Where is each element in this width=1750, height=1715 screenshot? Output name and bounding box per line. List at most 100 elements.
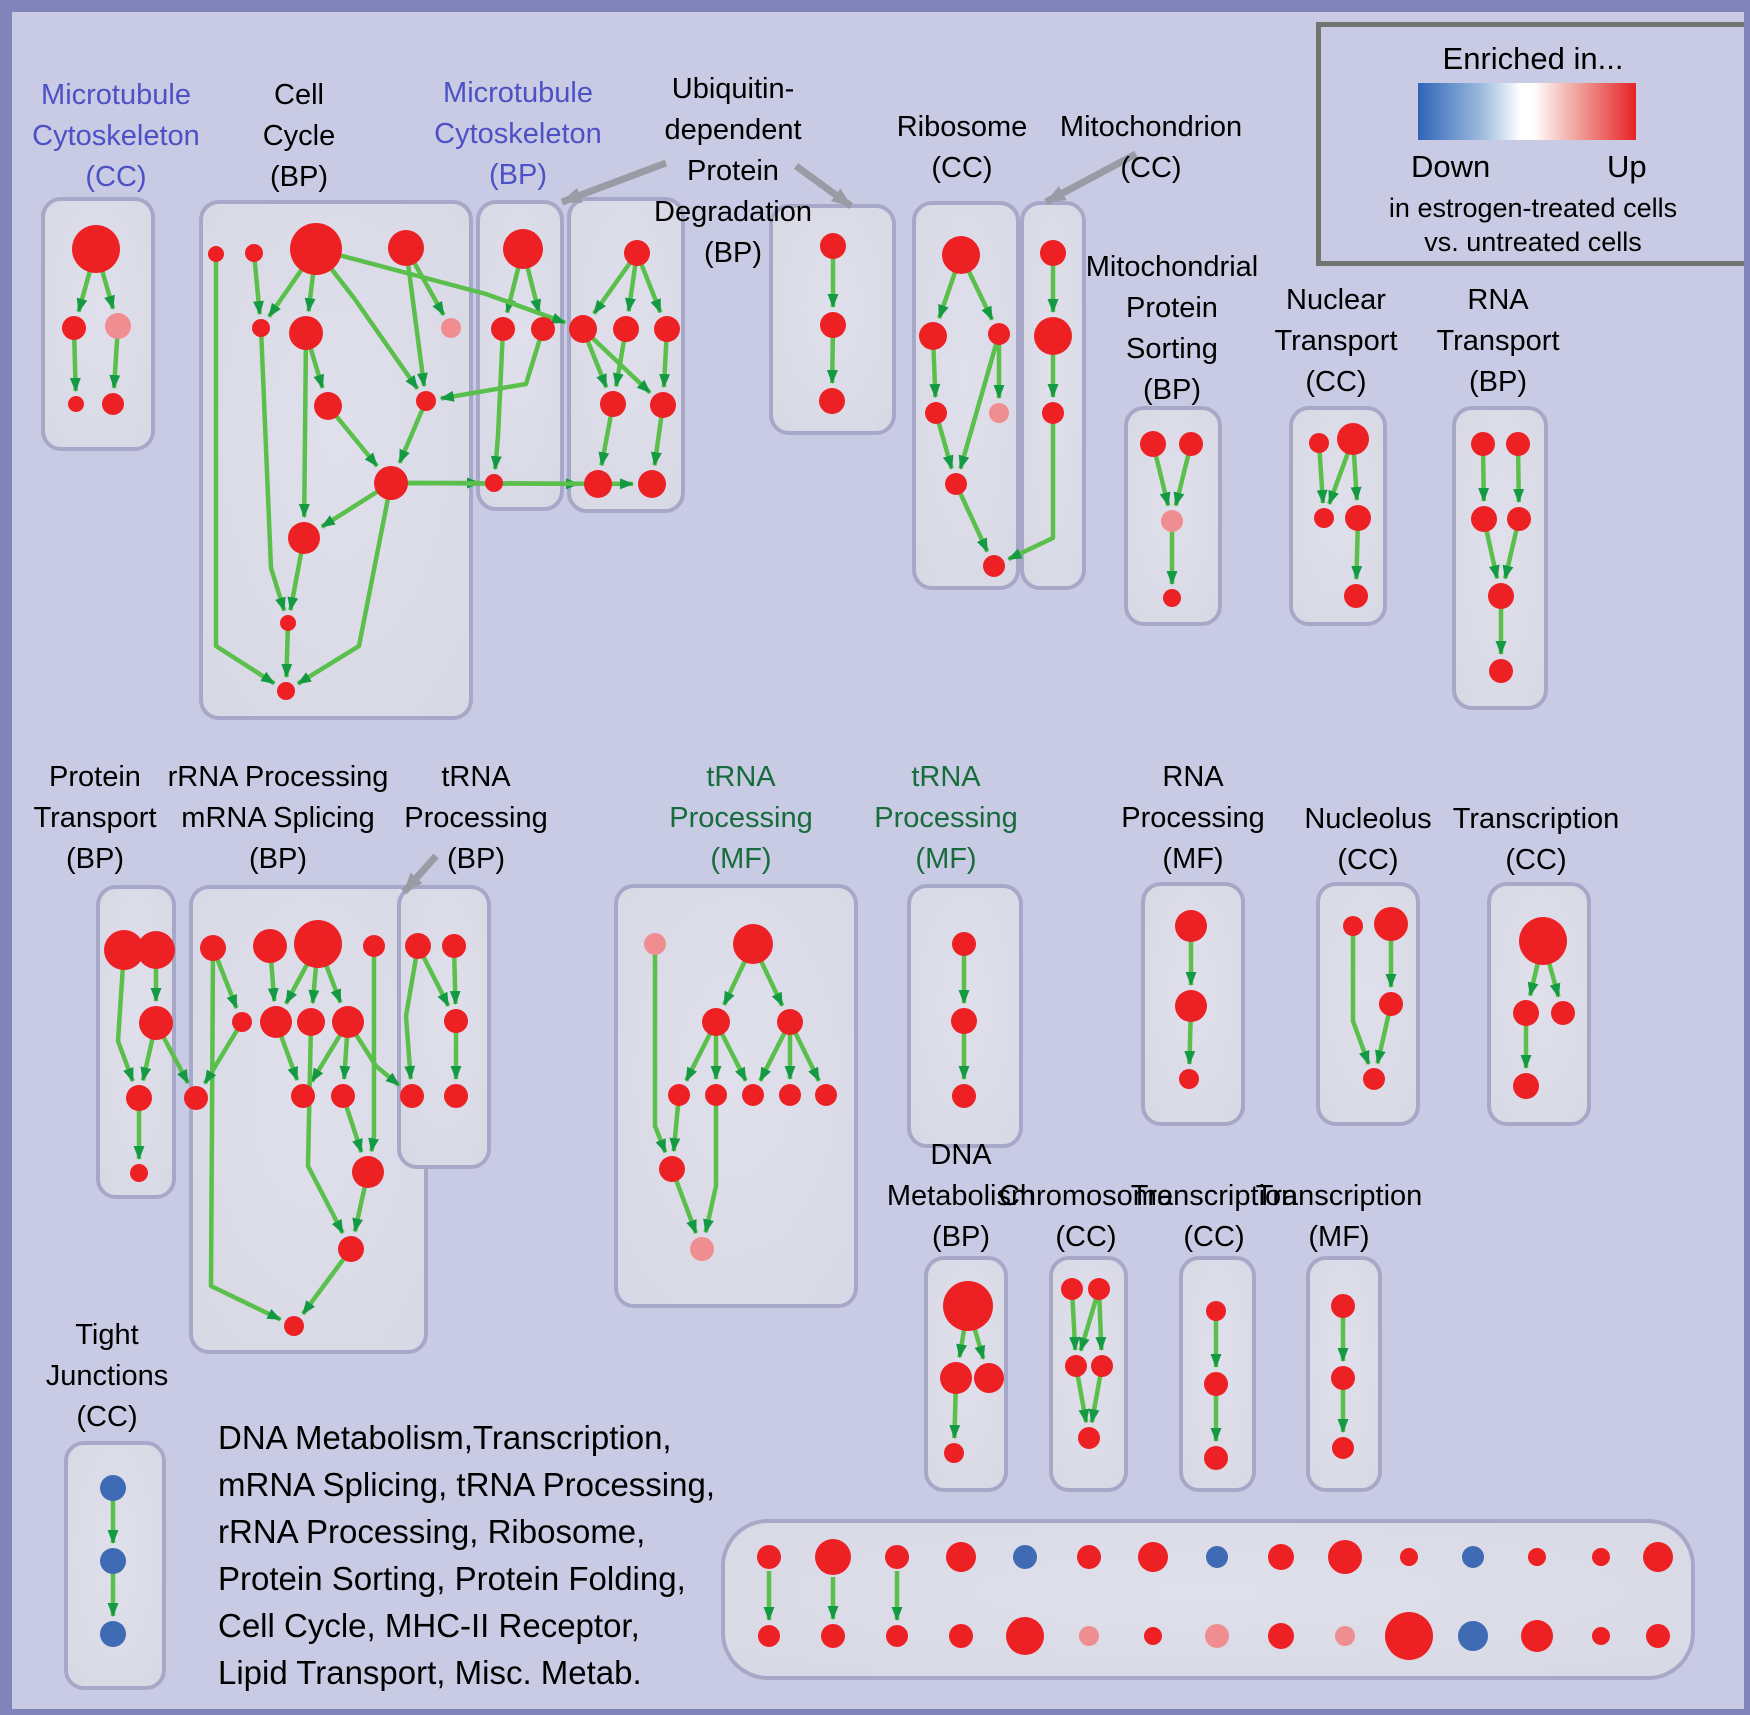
edge-ubiquitin-u2-u6 xyxy=(581,327,652,395)
node-strip-bottom-15 xyxy=(1646,1624,1670,1648)
node-mito-protein-sorting-p4 xyxy=(1163,589,1181,607)
node-protein-transport-a2 xyxy=(137,931,175,969)
node-ubiquitin-2-v2 xyxy=(820,312,846,338)
node-cell-cycle-c6 xyxy=(289,316,323,350)
color-legend: Enriched in... Down Up in estrogen-treat… xyxy=(1316,22,1744,266)
node-trna-bp-d1 xyxy=(405,933,431,959)
node-strip-top-8 xyxy=(1206,1546,1228,1568)
node-strip-top-4 xyxy=(946,1542,976,1572)
node-protein-transport-a5 xyxy=(130,1164,148,1182)
node-ubiquitin-2-v3 xyxy=(819,388,845,414)
node-strip-top-3 xyxy=(885,1545,909,1569)
legend-gradient-bar xyxy=(1418,83,1636,140)
node-chromosome-n2 xyxy=(1088,1278,1110,1300)
node-rna-transport-t3 xyxy=(1471,506,1497,532)
node-chromosome-n1 xyxy=(1061,1278,1083,1300)
cluster-box-ribosome xyxy=(912,201,1020,590)
node-transcription-cc-1-k3 xyxy=(1551,1001,1575,1025)
note-line: Cell Cycle, MHC-II Receptor, xyxy=(218,1607,640,1644)
node-trna-mf-2-h3 xyxy=(952,1084,976,1108)
node-transcription-mf-s2 xyxy=(1331,1366,1355,1390)
label-pointer-arrow-ubiquitin-left xyxy=(560,159,668,206)
node-rrna-mrna-b7 xyxy=(297,1008,325,1036)
node-mt-bp-m3 xyxy=(531,317,555,341)
node-trna-mf-1-g3 xyxy=(702,1008,730,1036)
node-ribosome-r3 xyxy=(988,323,1010,345)
node-nuclear-transport-q5 xyxy=(1344,584,1368,608)
node-rna-transport-t1 xyxy=(1471,432,1495,456)
node-rrna-mrna-b13 xyxy=(338,1236,364,1262)
node-transcription-cc-2-o3 xyxy=(1204,1446,1228,1470)
node-rna-transport-t5 xyxy=(1488,583,1514,609)
node-rrna-mrna-b1 xyxy=(200,935,226,961)
node-trna-mf-1-g11 xyxy=(690,1237,714,1261)
node-tight-junctions-z2 xyxy=(100,1548,126,1574)
node-rrna-mrna-b12 xyxy=(352,1156,384,1188)
network-diagram xyxy=(6,6,1744,1709)
node-tight-junctions-z1 xyxy=(100,1475,126,1501)
node-strip-bottom-10 xyxy=(1335,1626,1355,1646)
node-trna-bp-d3 xyxy=(444,1009,468,1033)
node-rrna-mrna-b6 xyxy=(260,1006,292,1038)
node-protein-transport-a1 xyxy=(104,930,144,970)
node-rrna-mrna-b5 xyxy=(232,1012,252,1032)
node-rna-processing-mf-i2 xyxy=(1175,990,1207,1022)
edge-rrna-mrna-b4-b12 xyxy=(368,946,380,1153)
node-rna-processing-mf-i3 xyxy=(1179,1069,1199,1089)
node-cell-cycle-c5 xyxy=(252,319,270,337)
edge-cell-cycle-c6-c11 xyxy=(298,332,310,518)
node-strip-top-1 xyxy=(757,1545,781,1569)
node-protein-transport-a4 xyxy=(126,1085,152,1111)
node-rrna-mrna-b3 xyxy=(294,920,342,968)
label-pointer-arrow-trna-bp xyxy=(401,853,439,895)
node-rrna-mrna-b11 xyxy=(331,1084,355,1108)
node-chromosome-n3 xyxy=(1065,1355,1087,1377)
node-strip-top-6 xyxy=(1077,1545,1101,1569)
node-transcription-cc-1-k1 xyxy=(1519,917,1567,965)
edge-cell-cycle-c9-c10 xyxy=(397,400,429,464)
node-transcription-mf-s3 xyxy=(1332,1437,1354,1459)
node-ribosome-r1 xyxy=(942,236,980,274)
node-chromosome-n4 xyxy=(1091,1355,1113,1377)
node-trna-mf-1-g5 xyxy=(668,1084,690,1106)
node-strip-top-7 xyxy=(1138,1542,1168,1572)
cluster-box-trna-bp xyxy=(397,885,491,1169)
node-mt-cc-c xyxy=(105,313,131,339)
edge-cross-mitochondrion-w3-ribosome-r7 xyxy=(1007,413,1056,562)
node-strip-top-13 xyxy=(1528,1548,1546,1566)
node-nucleolus-j3 xyxy=(1379,992,1403,1016)
node-ubiquitin-u1 xyxy=(624,240,650,266)
edge-rrna-mrna-b7-b13 xyxy=(305,1021,345,1235)
node-mito-protein-sorting-p3 xyxy=(1161,510,1183,532)
node-rrna-mrna-b14 xyxy=(284,1316,304,1336)
edge-cell-cycle-c10-c13 xyxy=(296,482,394,686)
node-strip-bottom-3 xyxy=(886,1625,908,1647)
node-protein-transport-a3 xyxy=(139,1006,173,1040)
node-cell-cycle-c2 xyxy=(245,244,263,262)
legend-title: Enriched in... xyxy=(1442,41,1624,76)
node-rrna-mrna-b9 xyxy=(184,1086,208,1110)
node-nucleolus-j1 xyxy=(1343,916,1363,936)
node-trna-bp-d2 xyxy=(442,934,466,958)
node-ubiquitin-u2 xyxy=(569,315,597,343)
node-trna-mf-2-h1 xyxy=(952,932,976,956)
node-transcription-cc-1-k4 xyxy=(1513,1073,1539,1099)
node-ubiquitin-u5 xyxy=(600,391,626,417)
node-nucleolus-j2 xyxy=(1374,907,1408,941)
node-rna-transport-t4 xyxy=(1507,507,1531,531)
node-ribosome-r7 xyxy=(983,555,1005,577)
node-ubiquitin-u8 xyxy=(638,470,666,498)
node-rna-transport-t6 xyxy=(1489,659,1513,683)
node-nuclear-transport-q1 xyxy=(1309,433,1329,453)
figure-border xyxy=(6,6,1744,1709)
node-ribosome-r2 xyxy=(919,322,947,350)
cluster-box-misc-strip xyxy=(721,1519,1695,1680)
legend-subtitle-line1: in estrogen-treated cells xyxy=(1388,193,1678,223)
node-trna-mf-1-g9 xyxy=(815,1084,837,1106)
cluster-box-ubiquitin xyxy=(567,197,685,513)
node-strip-bottom-7 xyxy=(1144,1627,1162,1645)
node-strip-top-15 xyxy=(1643,1542,1673,1572)
node-mt-bp-m4 xyxy=(485,474,503,492)
node-strip-bottom-12 xyxy=(1458,1621,1488,1651)
node-rrna-mrna-b2 xyxy=(253,929,287,963)
